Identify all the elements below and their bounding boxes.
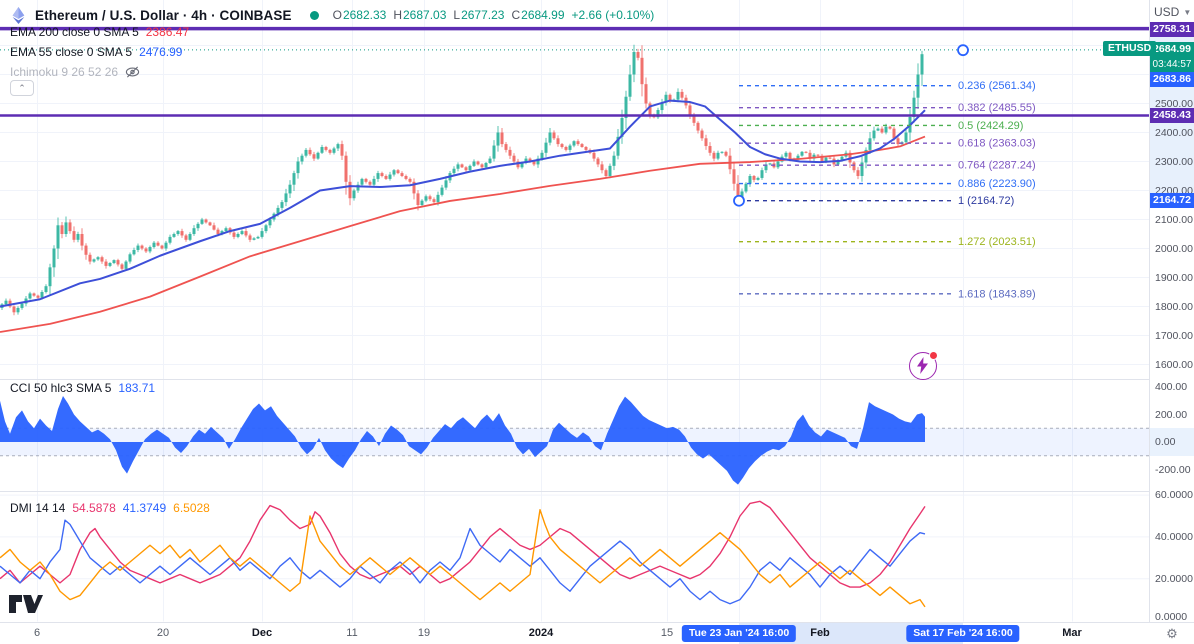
svg-text:0.5 (2424.29): 0.5 (2424.29) <box>958 120 1023 132</box>
axis-corner-cell: ⚙ <box>1150 622 1194 644</box>
axis-tick-label: 60.0000 <box>1155 489 1193 502</box>
axis-tick-label: 1900.00 <box>1155 271 1193 284</box>
fib-zero-price-badge: 2683.86 <box>1150 72 1194 87</box>
symbol-header[interactable]: Ethereum / U.S. Dollar · 4h · COINBASE O… <box>10 5 654 25</box>
ema55-value: 2476.99 <box>139 45 183 59</box>
symbol-title[interactable]: Ethereum / U.S. Dollar · 4h · COINBASE <box>35 7 292 23</box>
svg-text:0.236 (2561.34): 0.236 (2561.34) <box>958 80 1036 92</box>
axis-tick-label: 2100.00 <box>1155 213 1193 226</box>
dmi-pane-label[interactable]: DMI 14 14 54.5878 41.3749 6.5028 <box>10 501 210 515</box>
time-tick-label: Mar <box>1062 627 1082 639</box>
svg-text:0.382 (2485.55): 0.382 (2485.55) <box>958 102 1036 114</box>
fib-low-price-badge: 2164.72 <box>1150 193 1194 208</box>
svg-text:1 (2164.72): 1 (2164.72) <box>958 195 1014 207</box>
tradingview-logo-icon <box>9 595 43 613</box>
svg-text:0.764 (2287.24): 0.764 (2287.24) <box>958 160 1036 172</box>
upper-line-price-badge: 2758.31 <box>1150 22 1194 37</box>
chevron-down-icon: ▼ <box>1183 7 1192 17</box>
axis-tick-label: 1700.00 <box>1155 329 1193 342</box>
dmi-adx-value: 54.5878 <box>72 501 116 515</box>
lightning-bolt-icon <box>917 357 928 374</box>
ohlc-values: O2682.33 H2687.03 L2677.23 C2684.99 +2.6… <box>332 8 655 22</box>
fib-start-date-badge: Tue 23 Jan '24 16:00 <box>681 625 797 642</box>
indicator-legend: EMA 200 close 0 SMA 5 2386.47 EMA 55 clo… <box>10 22 189 82</box>
gear-icon[interactable]: ⚙ <box>1166 626 1178 641</box>
notification-dot <box>929 351 938 360</box>
svg-text:0.618 (2363.03): 0.618 (2363.03) <box>958 138 1036 150</box>
axis-tick-label: -200.00 <box>1155 463 1191 476</box>
change-value: +2.66 (+0.10%) <box>571 8 655 22</box>
symbol-price-label: ETHUSD <box>1103 41 1157 56</box>
axis-tick-label: 2300.00 <box>1155 155 1193 168</box>
dmi-minusdi-value: 6.5028 <box>173 501 210 515</box>
cci-pane-label[interactable]: CCI 50 hlc3 SMA 5 183.71 <box>10 381 156 395</box>
legend-row-ichimoku[interactable]: Ichimoku 9 26 52 26 <box>10 62 189 82</box>
time-tick-label: 19 <box>417 627 431 639</box>
tradingview-logo[interactable] <box>8 593 44 620</box>
axis-tick-label: 40.0000 <box>1155 530 1193 543</box>
dmi-plusdi-value: 41.3749 <box>122 501 167 515</box>
fib-end-date-badge: Sat 17 Feb '24 16:00 <box>906 625 1020 642</box>
level-line-price-badge: 2458.43 <box>1150 108 1194 123</box>
svg-text:1.272 (2023.51): 1.272 (2023.51) <box>958 236 1036 248</box>
ethereum-logo-icon <box>12 6 25 24</box>
time-axis[interactable]: 6 20 Dec 11 19 2024 15 Feb Mar Tue 23 Jan '24 16… <box>0 622 1150 644</box>
axis-tick-label: 20.0000 <box>1155 572 1193 585</box>
lightning-events-button[interactable] <box>909 351 938 380</box>
time-tick-label: 6 <box>33 627 41 639</box>
time-tick-label: 2024 <box>528 627 554 639</box>
ema200-value: 2386.47 <box>145 25 190 39</box>
axis-tick-label: 1800.00 <box>1155 300 1193 313</box>
price-axis[interactable]: USD ▼ 2500.00 2400.00 2300.00 2200.00 2100.0… <box>1150 0 1194 623</box>
eye-off-icon[interactable] <box>125 65 140 79</box>
time-tick-label: Feb <box>810 627 830 639</box>
time-tick-label: 20 <box>156 627 170 639</box>
legend-row-ema200[interactable]: EMA 200 close 0 SMA 5 2386.47 <box>10 25 190 39</box>
cci-band-axis-highlight <box>1150 428 1194 456</box>
axis-tick-label: 2000.00 <box>1155 242 1193 255</box>
market-status-icon <box>309 10 319 20</box>
currency-select[interactable]: USD ▼ <box>1154 5 1192 19</box>
cci-value: 183.71 <box>118 381 156 395</box>
svg-text:1.618 (1843.89): 1.618 (1843.89) <box>958 288 1036 300</box>
axis-tick-label: 0.00 <box>1155 436 1176 448</box>
svg-text:0.886 (2223.90): 0.886 (2223.90) <box>958 178 1036 190</box>
axis-tick-label: 2500.00 <box>1155 97 1193 110</box>
last-price-badge: 2684.99 <box>1150 42 1194 57</box>
axis-tick-label: 0.0000 <box>1155 611 1188 623</box>
axis-tick-label: 400.00 <box>1155 381 1188 393</box>
axis-tick-label: 2400.00 <box>1155 126 1193 139</box>
time-tick-label: Dec <box>251 627 273 639</box>
time-tick-label: 11 <box>346 627 358 639</box>
time-tick-label: 15 <box>660 627 674 639</box>
collapse-legend-button[interactable]: ⌃ <box>10 80 34 96</box>
axis-tick-label: 200.00 <box>1155 408 1188 421</box>
axis-tick-label: 1600.00 <box>1155 358 1193 371</box>
bar-countdown-badge: 03:44:57 <box>1150 57 1194 72</box>
legend-row-ema55[interactable]: EMA 55 close 0 SMA 5 2476.99 <box>10 45 183 59</box>
